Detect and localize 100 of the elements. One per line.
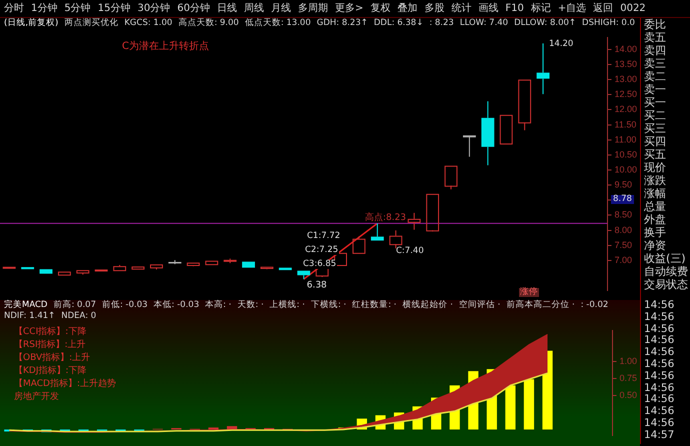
y-tick-label: 7.00: [614, 254, 632, 265]
text: 下横线: ·: [310, 300, 346, 311]
text: 本高: ·: [205, 300, 232, 311]
text: 买一: [644, 96, 667, 109]
text: 总量: [644, 200, 667, 213]
y-tick-label: 13.50: [614, 59, 638, 70]
text: 多股: [424, 2, 444, 16]
annotation: C1:7.72: [306, 231, 342, 241]
y-tick-label: 1.00: [619, 356, 638, 366]
text: : 8.23: [429, 18, 454, 29]
text: 14:56: [644, 358, 676, 371]
text: 14:56: [644, 405, 676, 418]
text: 14:56: [644, 370, 676, 383]
text: 60分钟: [177, 2, 210, 16]
text: 5分钟: [64, 2, 91, 16]
text: 换手: [644, 226, 667, 239]
text: 14:56: [644, 322, 676, 335]
annotation: 【KDJ指标】:下降: [14, 365, 88, 378]
text: 净资: [644, 239, 667, 252]
y-tick-label: 11.00: [614, 134, 636, 144]
text: 14:56: [644, 299, 676, 312]
text: 14:56: [644, 393, 676, 406]
y-tick-label: 9.50: [614, 180, 632, 190]
text: DDL: 6.38↓: [374, 18, 424, 29]
chart-title: 完美MACD: [4, 300, 48, 311]
text: 买五: [644, 148, 667, 161]
ref-line-label: 高点:8.23: [364, 212, 406, 224]
text: 日线: [216, 2, 237, 16]
text: 卖五: [644, 31, 667, 44]
text: NDEA: 0: [61, 311, 96, 322]
text: 14:56: [644, 346, 676, 359]
text: 14:56: [644, 416, 676, 430]
text: 14:57: [644, 428, 676, 442]
annotation: C:7.40: [396, 246, 424, 256]
annotation: 涨停: [519, 287, 539, 297]
text: 周线: [244, 2, 264, 16]
text: GDH: 8.23↑: [316, 18, 368, 29]
text: 前高: 0.07: [53, 300, 96, 311]
y-tick-label: 7.50: [614, 240, 632, 250]
text: : -0.02: [580, 300, 608, 311]
text: 收益(三): [644, 252, 687, 265]
text: 卖二: [644, 70, 667, 83]
text: 横线起始价 ·: [402, 300, 453, 311]
annotation: 【MACD指标】:上升趋势: [14, 378, 118, 391]
text: 14:56: [644, 334, 676, 347]
annotation: C3:6.85: [302, 259, 338, 269]
text: 前高本高二分位 ·: [506, 300, 575, 311]
text: 涨幅: [644, 187, 667, 200]
text: 高点天数: 9.00: [178, 18, 239, 29]
text: 标记: [530, 2, 551, 16]
text: 叠加: [397, 2, 418, 16]
text: 更多>: [334, 2, 364, 16]
y-tick-label: 10.00: [614, 164, 638, 175]
text: LLOW: 7.40: [460, 18, 508, 29]
y-tick-label: 10.50: [614, 149, 638, 160]
chart-title: (日线,前复权): [4, 18, 58, 29]
text: 现价: [644, 161, 667, 174]
y-tick-label: 0.75: [619, 373, 638, 384]
text: 卖四: [644, 44, 667, 57]
text: 天数: ·: [237, 300, 264, 311]
chart-subtitle: C为潜在上升转折点: [122, 40, 209, 52]
text: 0022: [620, 2, 646, 16]
annotation: 【RSI指标】:上升: [14, 339, 87, 352]
annotation: 【OBV指标】:上升: [14, 352, 92, 365]
text: NDIF: 1.41↑: [4, 311, 56, 322]
text: F10: [505, 2, 524, 16]
text: 两点测买优化: [64, 18, 118, 29]
text: DLLOW: 8.00↑: [514, 18, 576, 29]
text: 红柱数量: ·: [352, 300, 397, 311]
text: 前低: -0.03: [102, 300, 148, 311]
y-tick-label: 0.50: [619, 390, 638, 400]
text: 15分钟: [98, 2, 130, 16]
text: 交易状态: [644, 278, 689, 291]
text: 复权: [370, 2, 390, 16]
text: 涨跌: [644, 174, 667, 187]
text: 30分钟: [137, 2, 170, 16]
text: DSHIGH: 0.0: [582, 18, 635, 29]
text: 自动续费: [644, 265, 689, 278]
annotation: 房地产开发: [14, 391, 60, 404]
text: 8.78: [611, 194, 634, 204]
text: 1分钟: [31, 2, 58, 16]
text: 外盘: [644, 213, 667, 226]
y-tick-label: 14.00: [614, 44, 638, 54]
text: 卖三: [644, 57, 667, 70]
text: 空间评估 ·: [458, 300, 500, 311]
text: 月线: [270, 2, 291, 16]
text: 委比: [644, 18, 667, 31]
annotation: C2:7.25: [304, 245, 340, 255]
annotation: 6.38: [306, 280, 328, 290]
y-tick-label: 12.00: [614, 104, 638, 114]
annotation: 14.20: [549, 39, 574, 49]
text: KGCS: 1.00: [124, 18, 172, 29]
y-tick-label: 11.50: [614, 119, 636, 130]
text: 画线: [478, 2, 498, 16]
text: 返回: [593, 2, 614, 16]
y-tick-label: 13.00: [614, 74, 638, 84]
text: 14:56: [644, 310, 676, 324]
text: 统计: [451, 2, 472, 16]
y-tick-label: 8.50: [614, 210, 632, 220]
y-tick-label: 12.50: [614, 89, 638, 100]
